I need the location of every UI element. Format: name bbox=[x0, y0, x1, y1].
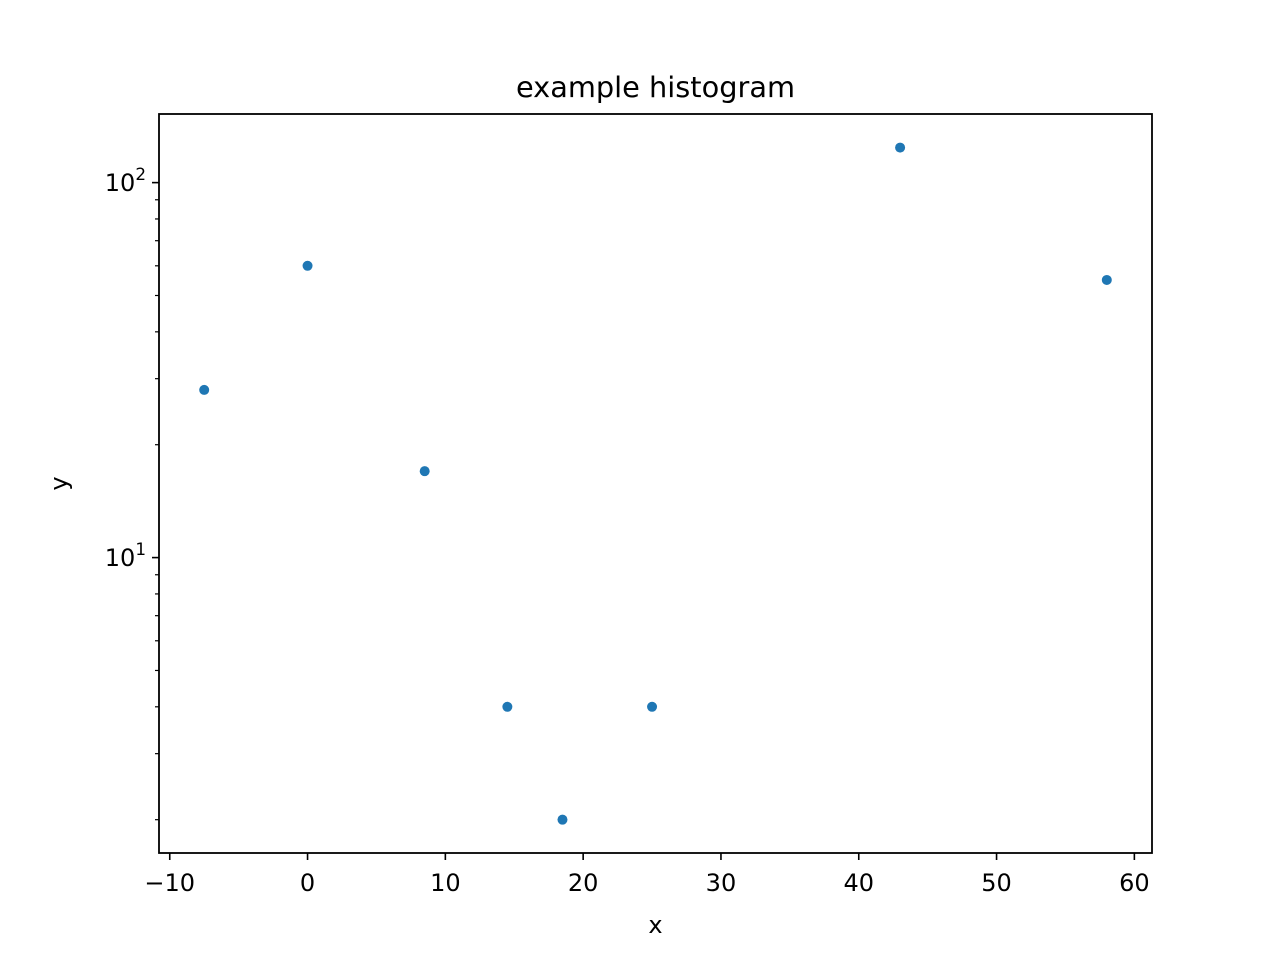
plot-area bbox=[158, 113, 1153, 854]
x-tick-label: 60 bbox=[1119, 869, 1150, 897]
chart-title: example histogram bbox=[516, 70, 795, 104]
x-tick-label: 40 bbox=[843, 869, 874, 897]
x-axis-ticks: −10 0 10 20 30 40 50 60 bbox=[144, 853, 1150, 897]
x-axis-label: x bbox=[648, 911, 662, 939]
data-point bbox=[1101, 274, 1112, 285]
data-point bbox=[199, 384, 210, 395]
data-point bbox=[302, 260, 313, 271]
data-point bbox=[895, 142, 906, 153]
x-tick-label: 20 bbox=[568, 869, 599, 897]
y-axis-label: y bbox=[45, 476, 73, 490]
data-point bbox=[557, 814, 568, 825]
y-axis-minor-ticks bbox=[155, 199, 159, 821]
scatter-points bbox=[199, 142, 1112, 825]
y-tick-label: 102 bbox=[105, 164, 146, 197]
y-axis-major-ticks: 101 102 bbox=[105, 164, 159, 572]
data-point bbox=[419, 466, 430, 477]
x-tick-label: 10 bbox=[430, 869, 461, 897]
data-point bbox=[502, 701, 513, 712]
x-tick-label: −10 bbox=[144, 869, 195, 897]
x-tick-label: 50 bbox=[981, 869, 1012, 897]
x-tick-label: 0 bbox=[300, 869, 315, 897]
data-point bbox=[647, 701, 658, 712]
x-tick-label: 30 bbox=[706, 869, 737, 897]
y-tick-label: 101 bbox=[105, 539, 146, 572]
